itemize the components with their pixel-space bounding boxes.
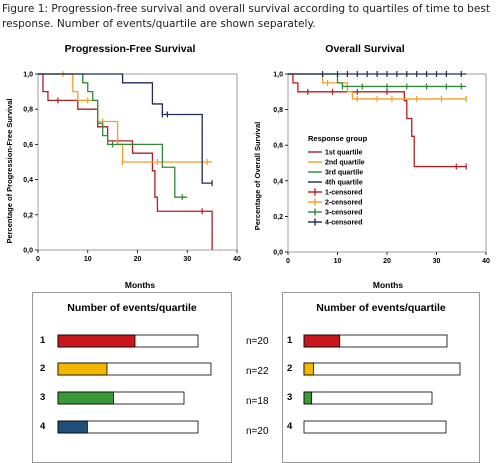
x-tick-label: 20	[383, 258, 391, 265]
chart-title: Overall Survival	[325, 43, 404, 55]
plot-area: 0,0 0,2 0,4 0,6 0,8 1,0 0 10 20 30 40	[23, 71, 241, 263]
y-axis-label: Percentage of Overall Survival	[253, 122, 262, 230]
quartile-label: 2	[287, 363, 292, 374]
total-label: n=22	[246, 366, 269, 377]
bar-events	[303, 391, 313, 405]
series-line-q3	[38, 73, 188, 198]
total-label: n=20	[246, 336, 269, 347]
bar-outline	[303, 362, 461, 376]
bar-events	[303, 334, 341, 348]
bar-outline	[303, 391, 433, 405]
chart-title: Progression-Free Survival	[65, 43, 196, 55]
x-tick-label: 30	[433, 258, 441, 265]
y-tick-label: 0,2	[273, 214, 283, 221]
y-tick-label: 0,8	[23, 107, 33, 114]
legend-label: 2nd quartile	[325, 160, 365, 167]
legend-label: 3-censored	[325, 210, 362, 217]
legend-label: 4th quartile	[325, 180, 363, 187]
x-tick-label: 40	[233, 256, 241, 263]
bar-outline	[303, 420, 447, 434]
legend-title: Response group	[308, 134, 368, 143]
quartile-label: 3	[40, 392, 45, 403]
figure-caption: Figure 1: Progression-free survival and …	[2, 3, 491, 30]
x-tick-label: 20	[134, 256, 142, 263]
y-tick-label: 0,8	[273, 107, 283, 114]
bar-events	[303, 362, 314, 376]
events-chart-os: Number of events/quartile 1 2 3 4	[287, 302, 461, 434]
pfs-chart: Progression-Free Survival Percentage of …	[5, 43, 241, 290]
series-line-q4	[38, 73, 213, 184]
total-label: n=18	[246, 396, 269, 407]
series-line-q1	[38, 73, 213, 250]
y-tick-label: 0,6	[273, 143, 283, 150]
plot-frame	[287, 73, 487, 253]
bar-group: 1 2 3 4	[287, 334, 461, 434]
quartile-label: 2	[40, 363, 45, 374]
bar-events	[57, 391, 114, 405]
plot-area: 0,0 0,2 0,4 0,6 0,8 1,0 0 10 20 30 40	[273, 71, 490, 265]
legend-label: 3rd quartile	[325, 170, 363, 177]
quartile-label: 1	[287, 335, 293, 346]
x-axis-label: Months	[373, 280, 403, 290]
events-title: Number of events/quartile	[316, 302, 446, 314]
events-chart-pfs: Number of events/quartile 1 2 3 4	[40, 302, 212, 434]
os-chart: Overall Survival Percentage of Overall S…	[253, 43, 490, 290]
y-tick-label: 0,2	[23, 212, 33, 219]
y-tick-label: 0,6	[23, 142, 33, 149]
y-axis-label: Percentage of Progression-Free Survival	[5, 98, 14, 243]
legend-label: 2-censored	[325, 200, 362, 207]
y-tick-label: 1,0	[273, 72, 283, 79]
x-tick-label: 30	[183, 256, 191, 263]
y-tick-label: 1,0	[23, 72, 33, 79]
x-tick-label: 0	[36, 256, 40, 263]
y-tick-label: 0,0	[23, 248, 33, 255]
bar-group: 1 2 3 4	[40, 334, 212, 434]
bar-events	[57, 334, 136, 348]
series-line-q1	[288, 73, 467, 168]
quartile-label: 1	[40, 335, 46, 346]
bar-events	[57, 362, 108, 376]
y-tick-label: 0,0	[273, 250, 283, 257]
legend-label: 1st quartile	[325, 150, 362, 157]
quartile-label: 3	[287, 392, 292, 403]
y-tick-label: 0,4	[23, 177, 33, 184]
y-tick-label: 0,4	[273, 178, 283, 185]
bar-events	[57, 420, 88, 434]
legend-label: 1-censored	[325, 190, 362, 197]
x-tick-label: 40	[482, 258, 490, 265]
quartile-label: 4	[287, 421, 293, 432]
quartile-label: 4	[40, 421, 46, 432]
x-tick-label: 10	[334, 258, 342, 265]
x-axis-label: Months	[125, 280, 155, 290]
legend-label: 4-censored	[325, 220, 362, 227]
legend: Response group 1st quartile 2nd quartile 3…	[308, 134, 368, 227]
x-tick-label: 0	[286, 258, 290, 265]
x-tick-label: 10	[84, 256, 92, 263]
events-title: Number of events/quartile	[67, 302, 197, 314]
total-label: n=20	[246, 426, 269, 437]
